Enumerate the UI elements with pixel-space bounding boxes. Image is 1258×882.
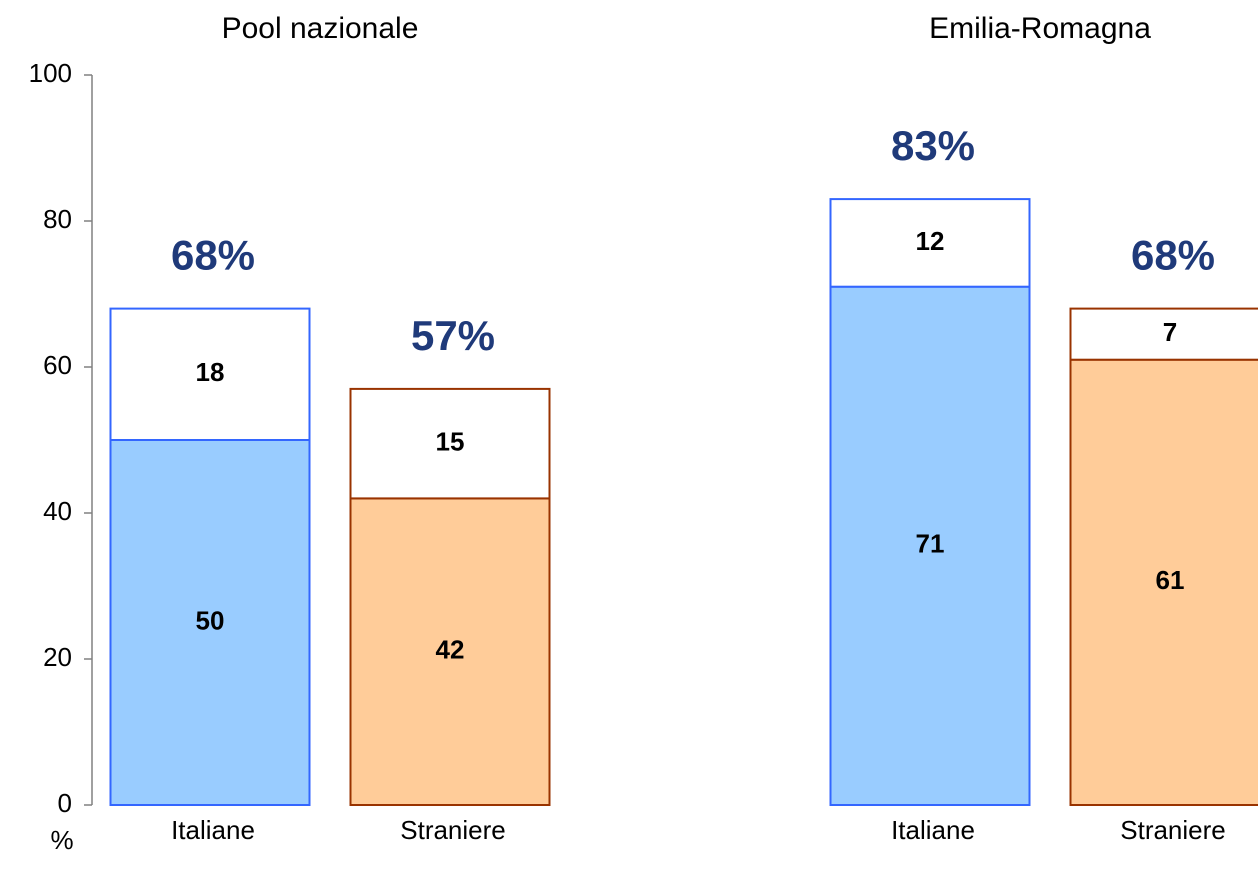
y-tick-label: 100 (29, 58, 72, 88)
x-tick-label: Italiane (891, 815, 975, 845)
y-axis-label: % (50, 825, 73, 855)
x-tick-label: Straniere (400, 815, 506, 845)
total-label: 68% (171, 232, 255, 279)
segment-label: 71 (916, 529, 945, 559)
total-label: 68% (1131, 232, 1215, 279)
segment-label: 18 (196, 357, 225, 387)
segment-label: 7 (1163, 317, 1177, 347)
bar-segment (109, 439, 311, 806)
bar-segment (349, 497, 551, 806)
bar-segment (1069, 307, 1258, 361)
segment-label: 61 (1156, 565, 1185, 595)
y-tick-label: 20 (43, 642, 72, 672)
y-tick-label: 60 (43, 350, 72, 380)
x-tick-label: Italiane (171, 815, 255, 845)
bar-segment (829, 198, 1031, 288)
segment-label: 12 (916, 226, 945, 256)
bar-segment (109, 307, 311, 441)
y-tick-label: 80 (43, 204, 72, 234)
bar-segment (349, 387, 551, 500)
total-label: 57% (411, 312, 495, 359)
group-title: Pool nazionale (222, 12, 419, 45)
total-label: 83% (891, 122, 975, 169)
x-tick-label: Straniere (1120, 815, 1226, 845)
y-tick-label: 40 (43, 496, 72, 526)
y-tick-label: 0 (58, 788, 72, 818)
segment-label: 42 (436, 635, 465, 665)
group-title: Emilia-Romagna (929, 12, 1151, 45)
bar-segment (829, 285, 1031, 806)
segment-label: 15 (436, 427, 465, 457)
segment-label: 50 (196, 605, 225, 635)
